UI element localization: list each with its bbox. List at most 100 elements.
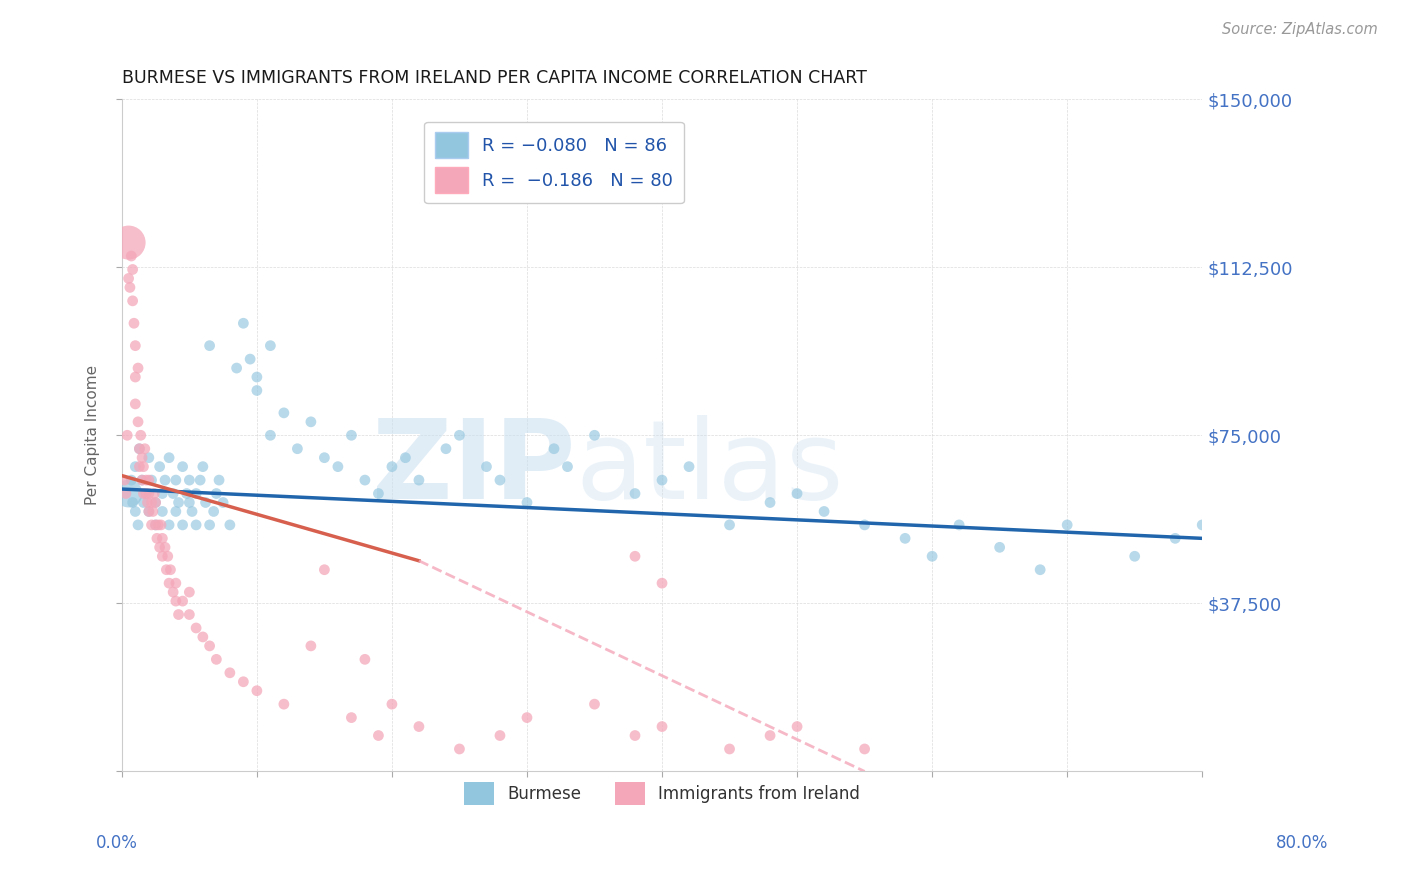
Point xyxy=(141,473,163,487)
Point xyxy=(124,459,146,474)
Point xyxy=(138,504,160,518)
Point xyxy=(232,674,254,689)
Point xyxy=(165,594,187,608)
Point xyxy=(381,459,404,474)
Point xyxy=(1164,532,1187,546)
Point xyxy=(299,639,322,653)
Point xyxy=(678,459,700,474)
Point xyxy=(259,339,281,353)
Point xyxy=(205,486,228,500)
Point xyxy=(127,361,149,376)
Point xyxy=(148,517,170,532)
Point xyxy=(120,249,142,263)
Point xyxy=(205,652,228,666)
Text: atlas: atlas xyxy=(575,416,844,523)
Point xyxy=(115,486,138,500)
Point xyxy=(1123,549,1146,564)
Point xyxy=(326,459,349,474)
Point xyxy=(489,473,512,487)
Point xyxy=(813,504,835,518)
Point xyxy=(198,639,221,653)
Point xyxy=(162,585,184,599)
Point xyxy=(117,271,139,285)
Point xyxy=(212,495,235,509)
Point xyxy=(273,406,295,420)
Point xyxy=(129,428,152,442)
Point xyxy=(218,517,240,532)
Point xyxy=(150,504,173,518)
Point xyxy=(449,428,471,442)
Point xyxy=(354,652,377,666)
Legend: Burmese, Immigrants from Ireland: Burmese, Immigrants from Ireland xyxy=(456,773,869,814)
Point xyxy=(624,486,647,500)
Point xyxy=(134,442,156,456)
Point xyxy=(1056,517,1078,532)
Point xyxy=(948,517,970,532)
Point xyxy=(176,486,198,500)
Point xyxy=(921,549,943,564)
Point xyxy=(408,720,430,734)
Point xyxy=(191,630,214,644)
Point xyxy=(239,352,262,367)
Point xyxy=(184,621,207,635)
Point xyxy=(122,316,145,330)
Point xyxy=(449,742,471,756)
Point xyxy=(124,397,146,411)
Point xyxy=(162,486,184,500)
Point xyxy=(128,459,150,474)
Point xyxy=(131,450,153,465)
Point xyxy=(124,504,146,518)
Point xyxy=(367,729,389,743)
Point xyxy=(150,532,173,546)
Point xyxy=(153,541,176,555)
Point xyxy=(651,473,673,487)
Point xyxy=(786,720,808,734)
Point xyxy=(121,262,143,277)
Point xyxy=(145,495,167,509)
Point xyxy=(179,473,201,487)
Point xyxy=(127,415,149,429)
Point xyxy=(273,697,295,711)
Point xyxy=(381,697,404,711)
Point xyxy=(142,504,165,518)
Point xyxy=(198,517,221,532)
Point xyxy=(194,495,217,509)
Point xyxy=(340,428,363,442)
Point xyxy=(149,541,172,555)
Text: BURMESE VS IMMIGRANTS FROM IRELAND PER CAPITA INCOME CORRELATION CHART: BURMESE VS IMMIGRANTS FROM IRELAND PER C… xyxy=(122,69,866,87)
Point xyxy=(188,473,211,487)
Point xyxy=(157,450,180,465)
Point xyxy=(141,495,163,509)
Point xyxy=(150,517,173,532)
Point xyxy=(131,473,153,487)
Point xyxy=(246,683,269,698)
Point xyxy=(120,473,142,487)
Point xyxy=(651,720,673,734)
Point xyxy=(232,316,254,330)
Point xyxy=(624,729,647,743)
Point xyxy=(131,473,153,487)
Point xyxy=(138,473,160,487)
Point xyxy=(543,442,565,456)
Point xyxy=(145,517,167,532)
Point xyxy=(1191,517,1213,532)
Point xyxy=(155,563,177,577)
Text: Source: ZipAtlas.com: Source: ZipAtlas.com xyxy=(1222,22,1378,37)
Point xyxy=(121,495,143,509)
Point xyxy=(172,459,194,474)
Point xyxy=(218,665,240,680)
Point xyxy=(583,428,606,442)
Point xyxy=(759,495,782,509)
Point xyxy=(143,486,166,500)
Point xyxy=(167,607,190,622)
Point xyxy=(124,339,146,353)
Point xyxy=(246,370,269,384)
Point xyxy=(246,384,269,398)
Point xyxy=(408,473,430,487)
Point xyxy=(894,532,917,546)
Point xyxy=(117,486,139,500)
Point xyxy=(138,486,160,500)
Point xyxy=(184,517,207,532)
Point xyxy=(225,361,247,376)
Point xyxy=(557,459,579,474)
